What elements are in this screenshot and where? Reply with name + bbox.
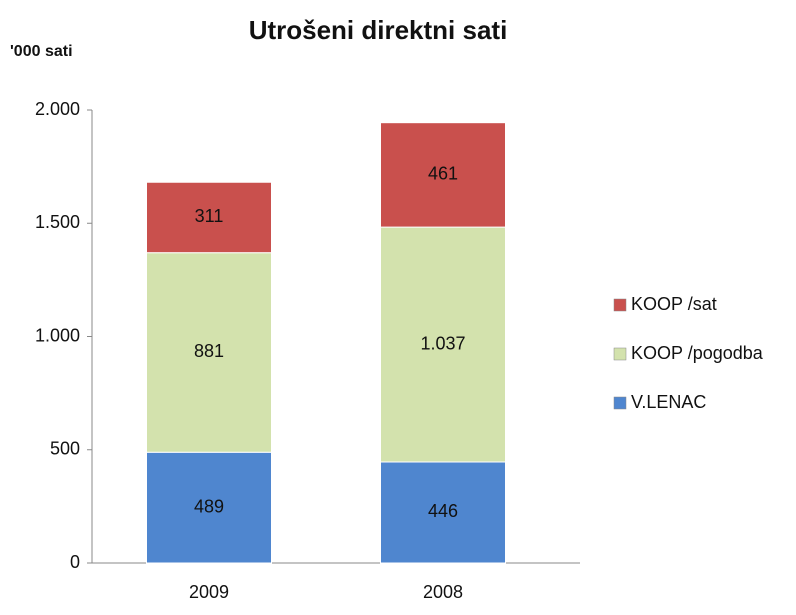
bar-segment [380,122,506,228]
y-tick-label: 2.000 [35,99,80,119]
y-tick-label: 1.500 [35,212,80,232]
bar-segment [146,451,272,564]
legend-swatch [613,298,627,312]
bar-segment [380,226,506,463]
legend-label: KOOP /pogodba [631,343,764,363]
x-tick-label: 2009 [189,582,229,602]
y-tick-label: 0 [70,552,80,572]
legend-label: V.LENAC [631,392,706,412]
data-label: 461 [428,164,458,184]
y-axis-label: '000 sati [10,43,73,60]
y-tick-label: 500 [50,439,80,459]
legend-swatch [613,347,627,361]
bar-segment [380,461,506,564]
data-label: 489 [194,496,224,516]
bar-segment [146,181,272,254]
data-label: 881 [194,341,224,361]
x-tick-label: 2008 [423,582,463,602]
chart-title: Utrošeni direktni sati [249,15,508,45]
data-label: 1.037 [420,333,465,353]
bar-segment [146,252,272,453]
legend-swatch [613,396,627,410]
data-label: 311 [195,206,224,226]
y-tick-label: 1.000 [35,325,80,345]
legend-label: KOOP /sat [631,294,717,314]
data-label: 446 [428,501,458,521]
